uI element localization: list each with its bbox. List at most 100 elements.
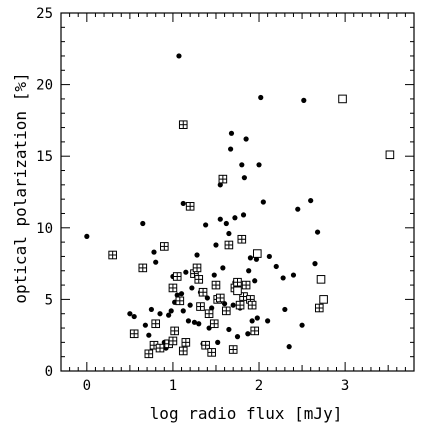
data-point-filled-circle <box>187 302 193 308</box>
data-point-filled-circle <box>151 249 157 255</box>
data-point-boxed-plus <box>250 326 260 336</box>
data-point-boxed-plus <box>222 306 231 316</box>
data-point-filled-circle <box>247 255 254 261</box>
data-point-filled-circle <box>211 272 217 278</box>
y-tick-label: 20 <box>36 78 53 94</box>
data-point-filled-circle <box>254 315 260 321</box>
data-point-boxed-plus <box>198 287 208 297</box>
data-point-filled-circle <box>312 261 318 267</box>
x-axis-label: log radio flux [mJy] <box>150 404 343 423</box>
data-point-filled-circle <box>178 291 185 297</box>
data-point-filled-circle <box>148 306 155 313</box>
data-point-boxed-plus <box>196 302 205 311</box>
data-point-boxed-plus <box>201 340 210 350</box>
data-point-filled-circle <box>228 146 234 152</box>
data-point-filled-circle <box>314 229 321 235</box>
data-point-filled-circle <box>246 268 252 274</box>
data-point-filled-circle <box>253 256 260 262</box>
data-point-open-square <box>338 94 347 104</box>
data-point-filled-circle <box>241 175 247 181</box>
data-point-boxed-plus <box>170 326 179 336</box>
data-point-filled-circle <box>280 275 286 281</box>
data-point-filled-circle <box>146 332 152 338</box>
data-point-boxed-plus <box>247 300 257 310</box>
data-point-filled-circle <box>183 269 189 275</box>
data-point-filled-circle <box>226 326 232 333</box>
data-point-filled-circle <box>240 212 247 218</box>
data-point-filled-circle <box>217 216 223 222</box>
data-point-filled-circle <box>220 265 226 271</box>
data-point-boxed-plus <box>155 343 165 353</box>
data-point-filled-circle <box>153 259 159 265</box>
data-points <box>84 53 395 359</box>
data-point-filled-circle <box>258 94 264 101</box>
data-point-filled-circle <box>204 295 210 301</box>
data-point-filled-circle <box>176 53 182 59</box>
x-axis-ticks: 0 1 2 3 <box>69 13 415 394</box>
data-point-filled-circle <box>180 308 186 314</box>
data-point-filled-circle <box>295 206 301 212</box>
data-point-filled-circle <box>260 199 266 205</box>
data-point-boxed-plus <box>192 263 202 273</box>
y-axis-label: optical polarization [%] <box>11 72 30 303</box>
data-point-filled-circle <box>265 318 271 324</box>
data-point-boxed-plus <box>168 336 178 346</box>
x-tick-label: 1 <box>169 378 177 394</box>
data-point-filled-circle <box>286 344 292 350</box>
y-tick-label: 25 <box>36 6 53 22</box>
data-point-boxed-plus <box>237 234 247 244</box>
data-point-boxed-plus <box>228 345 238 354</box>
data-point-boxed-plus <box>211 280 221 290</box>
data-point-filled-circle <box>185 318 192 324</box>
x-tick-label: 2 <box>255 378 263 394</box>
data-point-filled-circle <box>180 200 186 207</box>
data-point-boxed-plus <box>218 174 228 184</box>
data-point-boxed-plus <box>108 250 117 260</box>
data-point-boxed-plus <box>204 309 214 319</box>
data-point-filled-circle <box>127 311 133 317</box>
data-point-filled-circle <box>142 322 148 328</box>
data-point-filled-circle <box>308 197 314 204</box>
data-point-filled-circle <box>266 253 272 260</box>
y-axis-ticks: 0 5 10 15 20 25 <box>36 6 414 380</box>
data-point-filled-circle <box>191 319 198 325</box>
data-point-boxed-plus <box>175 296 185 306</box>
data-point-filled-circle <box>84 233 90 239</box>
data-point-filled-circle <box>131 313 137 320</box>
data-point-open-square <box>385 150 395 160</box>
data-point-filled-circle <box>157 311 163 317</box>
data-point-boxed-plus <box>160 242 169 251</box>
data-point-boxed-plus <box>235 300 245 310</box>
data-point-filled-circle <box>217 182 223 188</box>
data-point-boxed-plus <box>185 202 195 211</box>
data-point-boxed-plus <box>207 348 216 357</box>
data-point-filled-circle <box>194 252 200 258</box>
data-point-boxed-plus <box>224 240 234 250</box>
data-point-filled-circle <box>223 220 229 227</box>
data-point-filled-circle <box>166 312 172 318</box>
plot-border <box>60 12 415 372</box>
data-point-open-square <box>233 286 242 296</box>
data-point-filled-circle <box>226 230 232 237</box>
data-point-filled-circle <box>249 318 255 324</box>
data-point-boxed-plus <box>233 277 242 287</box>
data-point-filled-circle <box>282 306 288 313</box>
data-point-filled-circle <box>301 97 307 103</box>
x-tick-label: 0 <box>83 378 91 394</box>
data-point-filled-circle <box>203 222 209 228</box>
data-point-filled-circle <box>209 305 215 311</box>
data-point-boxed-plus <box>151 319 161 329</box>
data-point-boxed-plus <box>178 120 188 129</box>
data-point-boxed-plus <box>138 263 148 273</box>
y-tick-label: 15 <box>36 149 53 165</box>
data-point-filled-circle <box>189 285 195 291</box>
data-point-filled-circle <box>245 331 251 337</box>
data-point-boxed-plus <box>144 349 154 359</box>
data-point-filled-circle <box>168 308 174 314</box>
data-point-boxed-plus <box>314 303 324 313</box>
x-tick-label: 3 <box>341 378 349 394</box>
data-point-filled-circle <box>273 263 279 270</box>
data-point-boxed-plus <box>178 346 188 356</box>
data-point-filled-circle <box>239 162 245 168</box>
